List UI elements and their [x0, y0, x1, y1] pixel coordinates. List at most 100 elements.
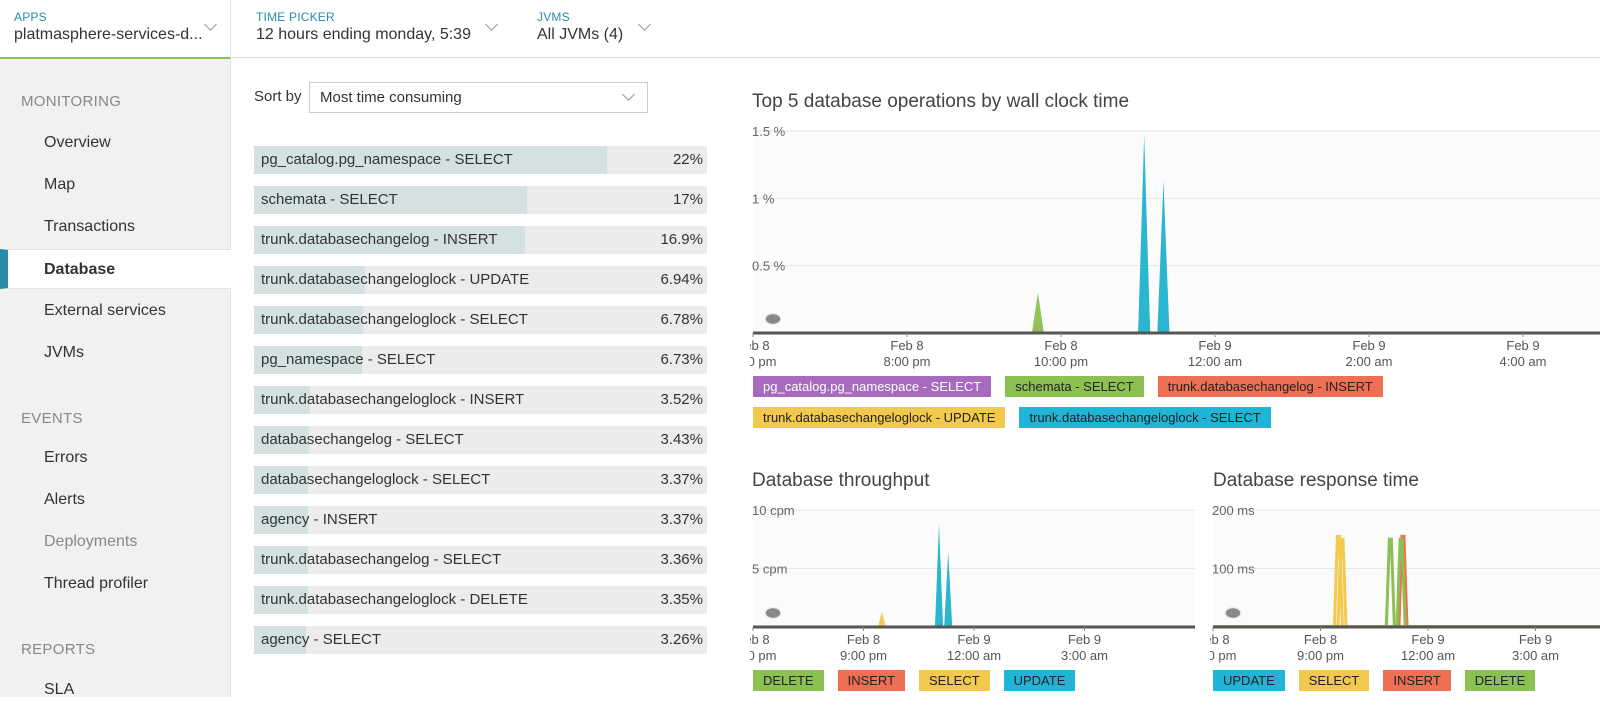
sidebar-item-jvms[interactable]: JVMs: [44, 344, 84, 361]
x-tick-time: 4:00 am: [1500, 354, 1547, 369]
operation-percent: 6.73%: [660, 351, 703, 368]
sidebar-item-database[interactable]: Database: [0, 249, 231, 289]
operation-row[interactable]: databasechangelog - SELECT 3.43%: [254, 426, 707, 454]
sidebar-item-overview[interactable]: Overview: [44, 134, 111, 151]
operation-row[interactable]: databasechangeloglock - SELECT 3.37%: [254, 466, 707, 494]
operation-row[interactable]: agency - SELECT 3.26%: [254, 626, 707, 654]
x-tick-time: 9:00 pm: [840, 648, 887, 663]
sidebar-item-deployments[interactable]: Deployments: [44, 533, 138, 550]
sort-by-select[interactable]: Most time consuming: [309, 82, 648, 113]
x-tick-time: 12:00 am: [1401, 648, 1455, 663]
jvms-picker[interactable]: JVMS All JVMs (4): [537, 10, 657, 44]
x-tick-time: 12:00 am: [947, 648, 1001, 663]
x-tick-time: 6:00 pm: [750, 354, 776, 369]
sort-by-label: Sort by: [254, 88, 302, 105]
legend-item[interactable]: schemata - SELECT: [1005, 376, 1144, 397]
x-tick-date: Feb 9: [1068, 632, 1101, 647]
operation-percent: 16.9%: [660, 231, 703, 248]
series-spike-3-1: [1395, 537, 1407, 627]
sidebar-item-thread-profiler[interactable]: Thread profiler: [44, 575, 149, 592]
operation-row[interactable]: pg_catalog.pg_namespace - SELECT 22%: [254, 146, 707, 174]
chart-title-response-time: Database response time: [1213, 470, 1419, 491]
x-tick-time: 6:00 pm: [1210, 648, 1236, 663]
operation-row[interactable]: trunk.databasechangeloglock - SELECT 6.78…: [254, 306, 707, 334]
legend-item[interactable]: trunk.databasechangeloglock - UPDATE: [753, 407, 1006, 428]
operation-name: trunk.databasechangeloglock - SELECT: [261, 311, 528, 328]
legend-item[interactable]: DELETE: [753, 670, 824, 691]
jvms-value: All JVMs (4): [537, 26, 624, 43]
series-spike-3-1: [944, 552, 953, 627]
operation-row[interactable]: trunk.databasechangelog - SELECT 3.36%: [254, 546, 707, 574]
legend-item[interactable]: UPDATE: [1003, 670, 1076, 691]
x-tick-time: 2:00 am: [1346, 354, 1393, 369]
sidebar-item-map[interactable]: Map: [44, 176, 76, 193]
legend-item[interactable]: pg_catalog.pg_namespace - SELECT: [753, 376, 992, 397]
y-tick-label: 10 cpm: [752, 503, 795, 518]
series-spike-1-1: [1336, 537, 1348, 627]
operation-share-bar: [254, 386, 310, 414]
sidebar-item-transactions[interactable]: Transactions: [44, 218, 135, 235]
operation-row[interactable]: pg_namespace - SELECT 6.73%: [254, 346, 707, 374]
legend-item[interactable]: trunk.databasechangeloglock - SELECT: [1019, 407, 1271, 428]
legend-item[interactable]: SELECT: [919, 670, 990, 691]
series-spike-1-0: [1031, 292, 1044, 333]
legend-item[interactable]: INSERT: [837, 670, 906, 691]
x-tick-date: Feb 8: [847, 632, 880, 647]
operation-percent: 3.52%: [660, 391, 703, 408]
operation-row[interactable]: trunk.databasechangeloglock - DELETE 3.35…: [254, 586, 707, 614]
sidebar-heading-events: EVENTS: [21, 410, 83, 427]
operation-name: databasechangeloglock - SELECT: [261, 471, 491, 488]
sidebar-item-sla[interactable]: SLA: [44, 681, 75, 698]
series-spike-2-0: [1397, 534, 1409, 627]
operation-name: pg_catalog.pg_namespace - SELECT: [261, 151, 513, 168]
operation-share-bar: [254, 306, 363, 334]
legend-item[interactable]: DELETE: [1464, 670, 1536, 691]
y-tick-label: 1 %: [752, 191, 775, 206]
series-spike-3-0: [935, 524, 944, 627]
operation-percent: 3.26%: [660, 631, 703, 648]
sidebar-item-external-services[interactable]: External services: [44, 302, 166, 319]
sidebar-item-errors[interactable]: Errors: [44, 449, 88, 466]
time-picker[interactable]: TIME PICKER 12 hours ending monday, 5:39: [256, 10, 506, 44]
x-tick-time: 8:00 pm: [884, 354, 931, 369]
x-tick-date: Feb 8: [1044, 338, 1077, 353]
legend-item[interactable]: UPDATE: [1213, 670, 1285, 691]
operation-percent: 6.94%: [660, 271, 703, 288]
apps-picker[interactable]: APPS platmasphere-services-d...: [0, 0, 231, 60]
x-tick-date: Feb 9: [1506, 338, 1539, 353]
x-tick-time: 3:00 am: [1512, 648, 1559, 663]
operation-share-bar: [254, 586, 308, 614]
x-tick-date: Feb 8: [1304, 632, 1337, 647]
operation-row[interactable]: trunk.databasechangeloglock - UPDATE 6.94…: [254, 266, 707, 294]
operation-share-bar: [254, 146, 607, 174]
operation-percent: 17%: [672, 191, 703, 208]
y-tick-label: 200 ms: [1212, 503, 1255, 518]
series-spike-4-1: [1157, 180, 1170, 333]
sort-by-value: Most time consuming: [320, 89, 462, 106]
sidebar-heading-monitoring: MONITORING: [21, 93, 122, 110]
legend-item[interactable]: trunk.databasechangelog - INSERT: [1157, 376, 1383, 397]
operation-name: agency - INSERT: [261, 511, 378, 528]
x-tick-date: Feb 8: [890, 338, 923, 353]
top-bar: APPS platmasphere-services-d... TIME PIC…: [0, 0, 1600, 60]
operation-percent: 3.36%: [660, 551, 703, 568]
x-tick-time: 12:00 am: [1188, 354, 1242, 369]
operation-share-bar: [254, 506, 308, 534]
zoom-handle-icon[interactable]: [764, 312, 782, 326]
sidebar: MONITORING Overview Map Transactions Dat…: [0, 59, 231, 698]
operation-share-bar: [254, 426, 309, 454]
legend-item[interactable]: INSERT: [1383, 670, 1451, 691]
x-tick-date: Feb 9: [1519, 632, 1552, 647]
x-tick-date: Feb 9: [1198, 338, 1231, 353]
operation-row[interactable]: agency - INSERT 3.37%: [254, 506, 707, 534]
operation-row[interactable]: schemata - SELECT 17%: [254, 186, 707, 214]
x-tick-date: Feb 9: [957, 632, 990, 647]
zoom-handle-icon[interactable]: [1224, 606, 1242, 620]
sidebar-item-alerts[interactable]: Alerts: [44, 491, 85, 508]
operation-row[interactable]: trunk.databasechangelog - INSERT 16.9%: [254, 226, 707, 254]
x-tick-time: 9:00 pm: [1297, 648, 1344, 663]
operation-row[interactable]: trunk.databasechangeloglock - INSERT 3.52…: [254, 386, 707, 414]
zoom-handle-icon[interactable]: [764, 606, 782, 620]
legend-item[interactable]: SELECT: [1298, 670, 1370, 691]
